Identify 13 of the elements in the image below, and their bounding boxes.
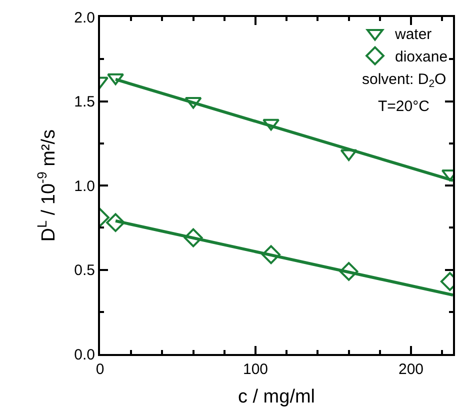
legend-label: water — [394, 26, 432, 44]
y-tick-label: 0.0 — [74, 346, 95, 364]
x-tick-label: 100 — [242, 361, 268, 378]
x-axis-title: c / mg/ml — [238, 386, 316, 408]
annotation: T=20°C — [378, 98, 430, 115]
y-tick-label: 1.5 — [74, 94, 95, 110]
x-tick-label: 200 — [398, 361, 424, 378]
y-tick-label: 2.0 — [74, 9, 95, 26]
legend-label: dioxane — [395, 48, 448, 66]
y-tick-label: 1.0 — [74, 178, 95, 195]
x-tick-label: 0 — [96, 361, 104, 378]
annotation: solvent: D$_{2}$O — [362, 71, 446, 90]
y-tick-label: 0.5 — [74, 262, 95, 279]
